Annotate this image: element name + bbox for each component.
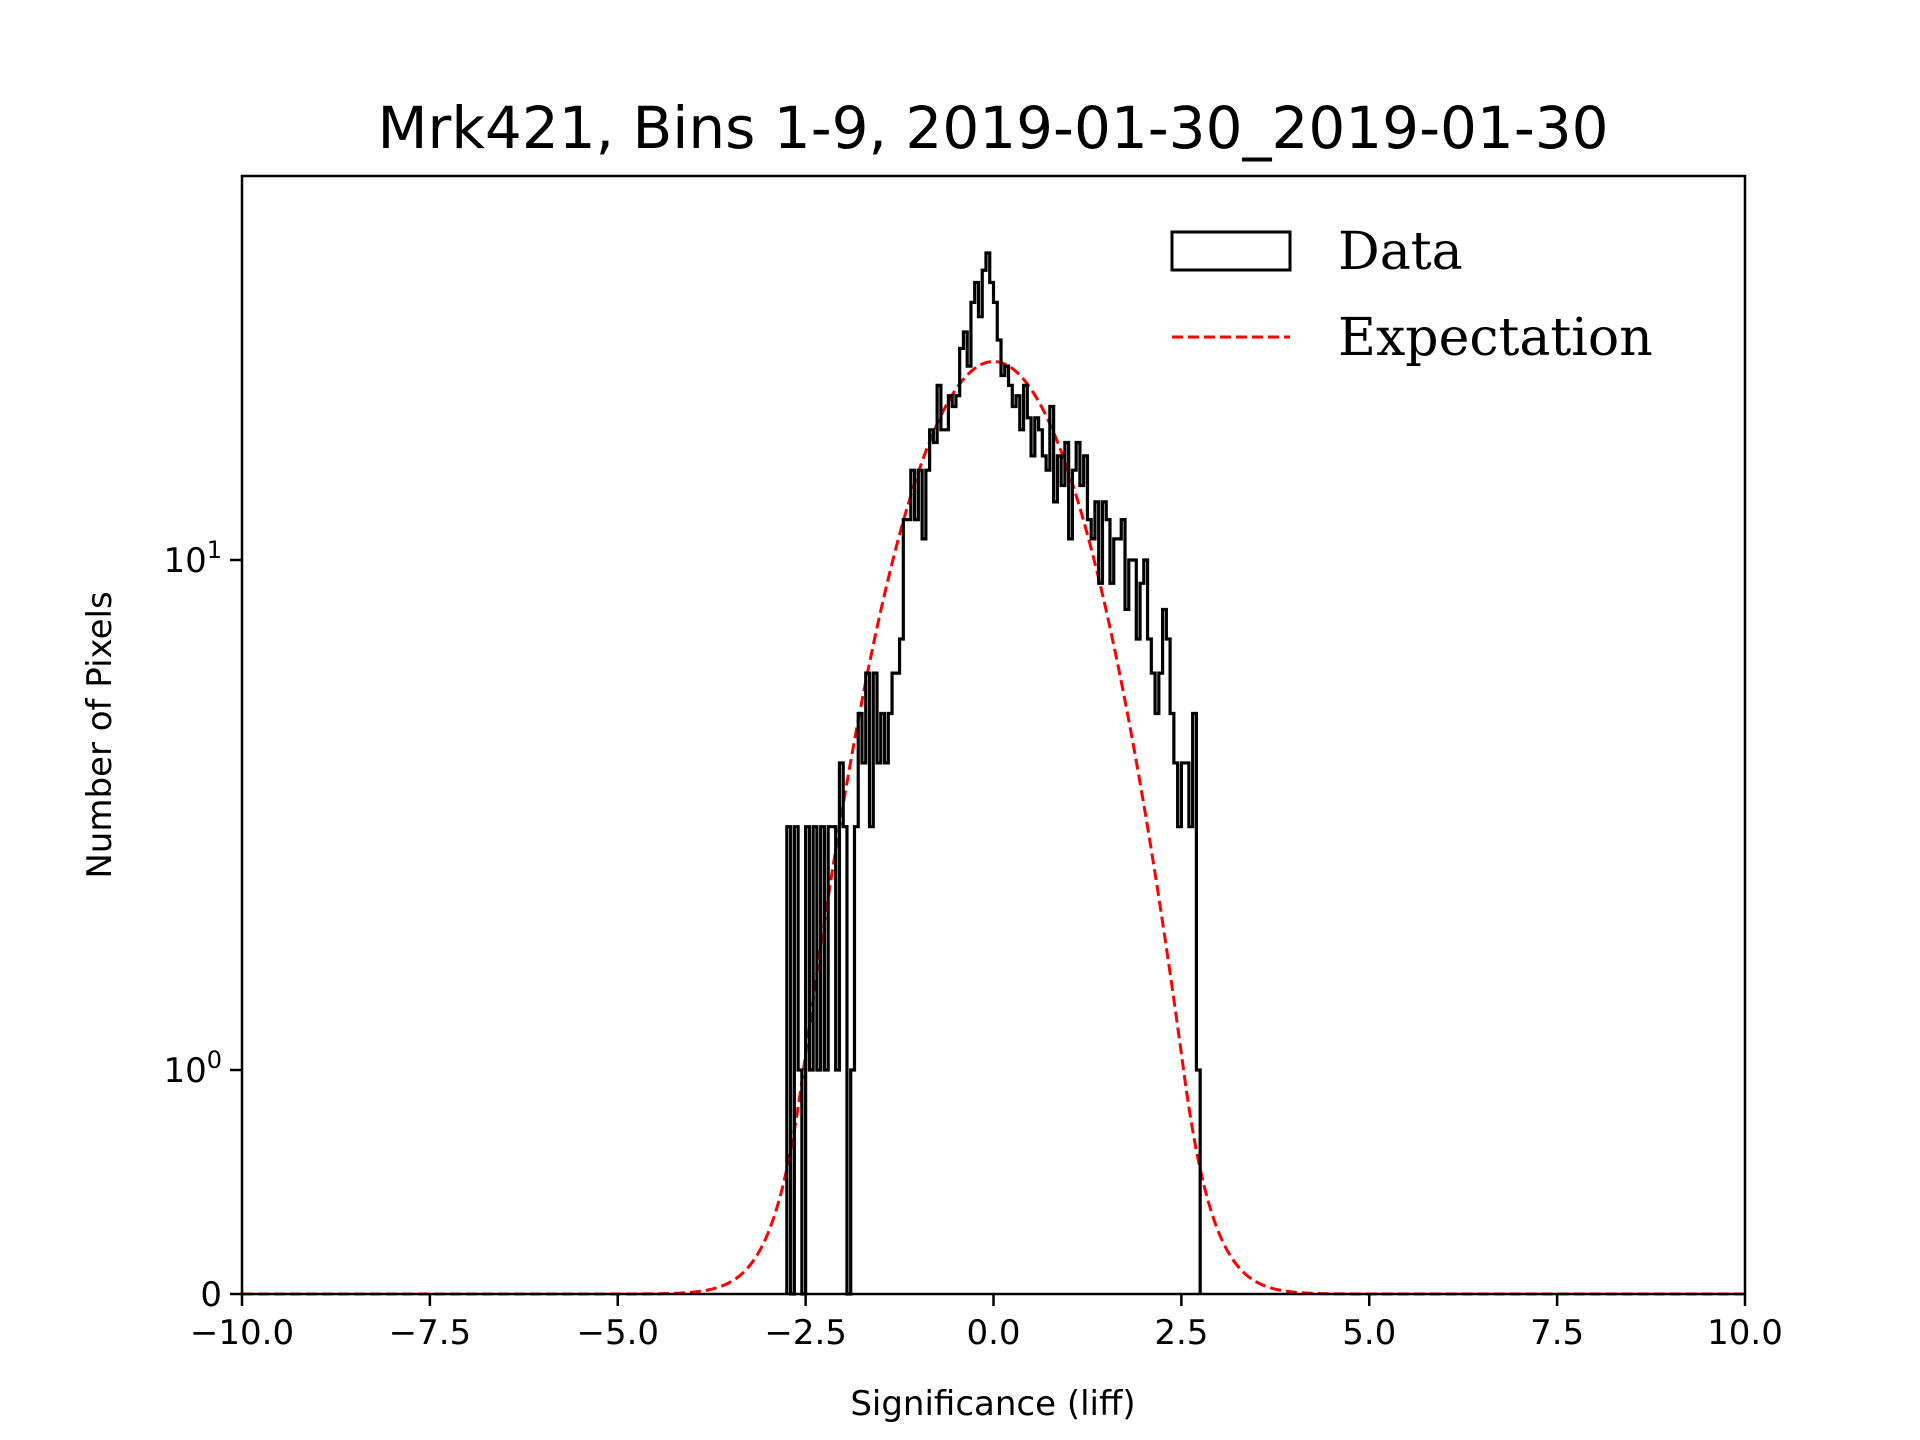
chart-title: Mrk421, Bins 1-9, 2019-01-30_2019-01-30 — [377, 94, 1608, 162]
y-tick-label: 101 — [163, 536, 222, 581]
x-axis: −10.0 −7.5 −5.0 −2.5 0.0 2.5 5.0 7.5 10.0 — [190, 1294, 1783, 1353]
legend-data-swatch — [1170, 230, 1292, 272]
data-histogram — [785, 251, 1202, 1296]
legend: Data Expectation — [1170, 222, 1653, 368]
x-axis-label: Significance (liff) — [850, 1384, 1135, 1424]
expectation-curve — [242, 360, 1745, 1296]
x-tick-label: 7.5 — [1530, 1313, 1584, 1353]
x-tick-label: −5.0 — [576, 1313, 659, 1353]
y-axis-label: Number of Pixels — [80, 591, 120, 878]
y-tick-label: 0 — [200, 1275, 222, 1315]
x-tick-label: 10.0 — [1707, 1313, 1783, 1353]
x-tick-label: 5.0 — [1342, 1313, 1396, 1353]
legend-data-label: Data — [1338, 222, 1463, 282]
x-tick-label: 2.5 — [1154, 1313, 1208, 1353]
legend-expectation-label: Expectation — [1338, 308, 1653, 368]
x-tick-label: 0.0 — [966, 1313, 1020, 1353]
x-tick-label: −7.5 — [389, 1313, 472, 1353]
x-tick-label: −2.5 — [764, 1313, 847, 1353]
x-tick-label: −10.0 — [190, 1313, 294, 1353]
y-tick-label: 100 — [163, 1046, 222, 1091]
y-axis: 0 100 101 — [163, 536, 242, 1315]
